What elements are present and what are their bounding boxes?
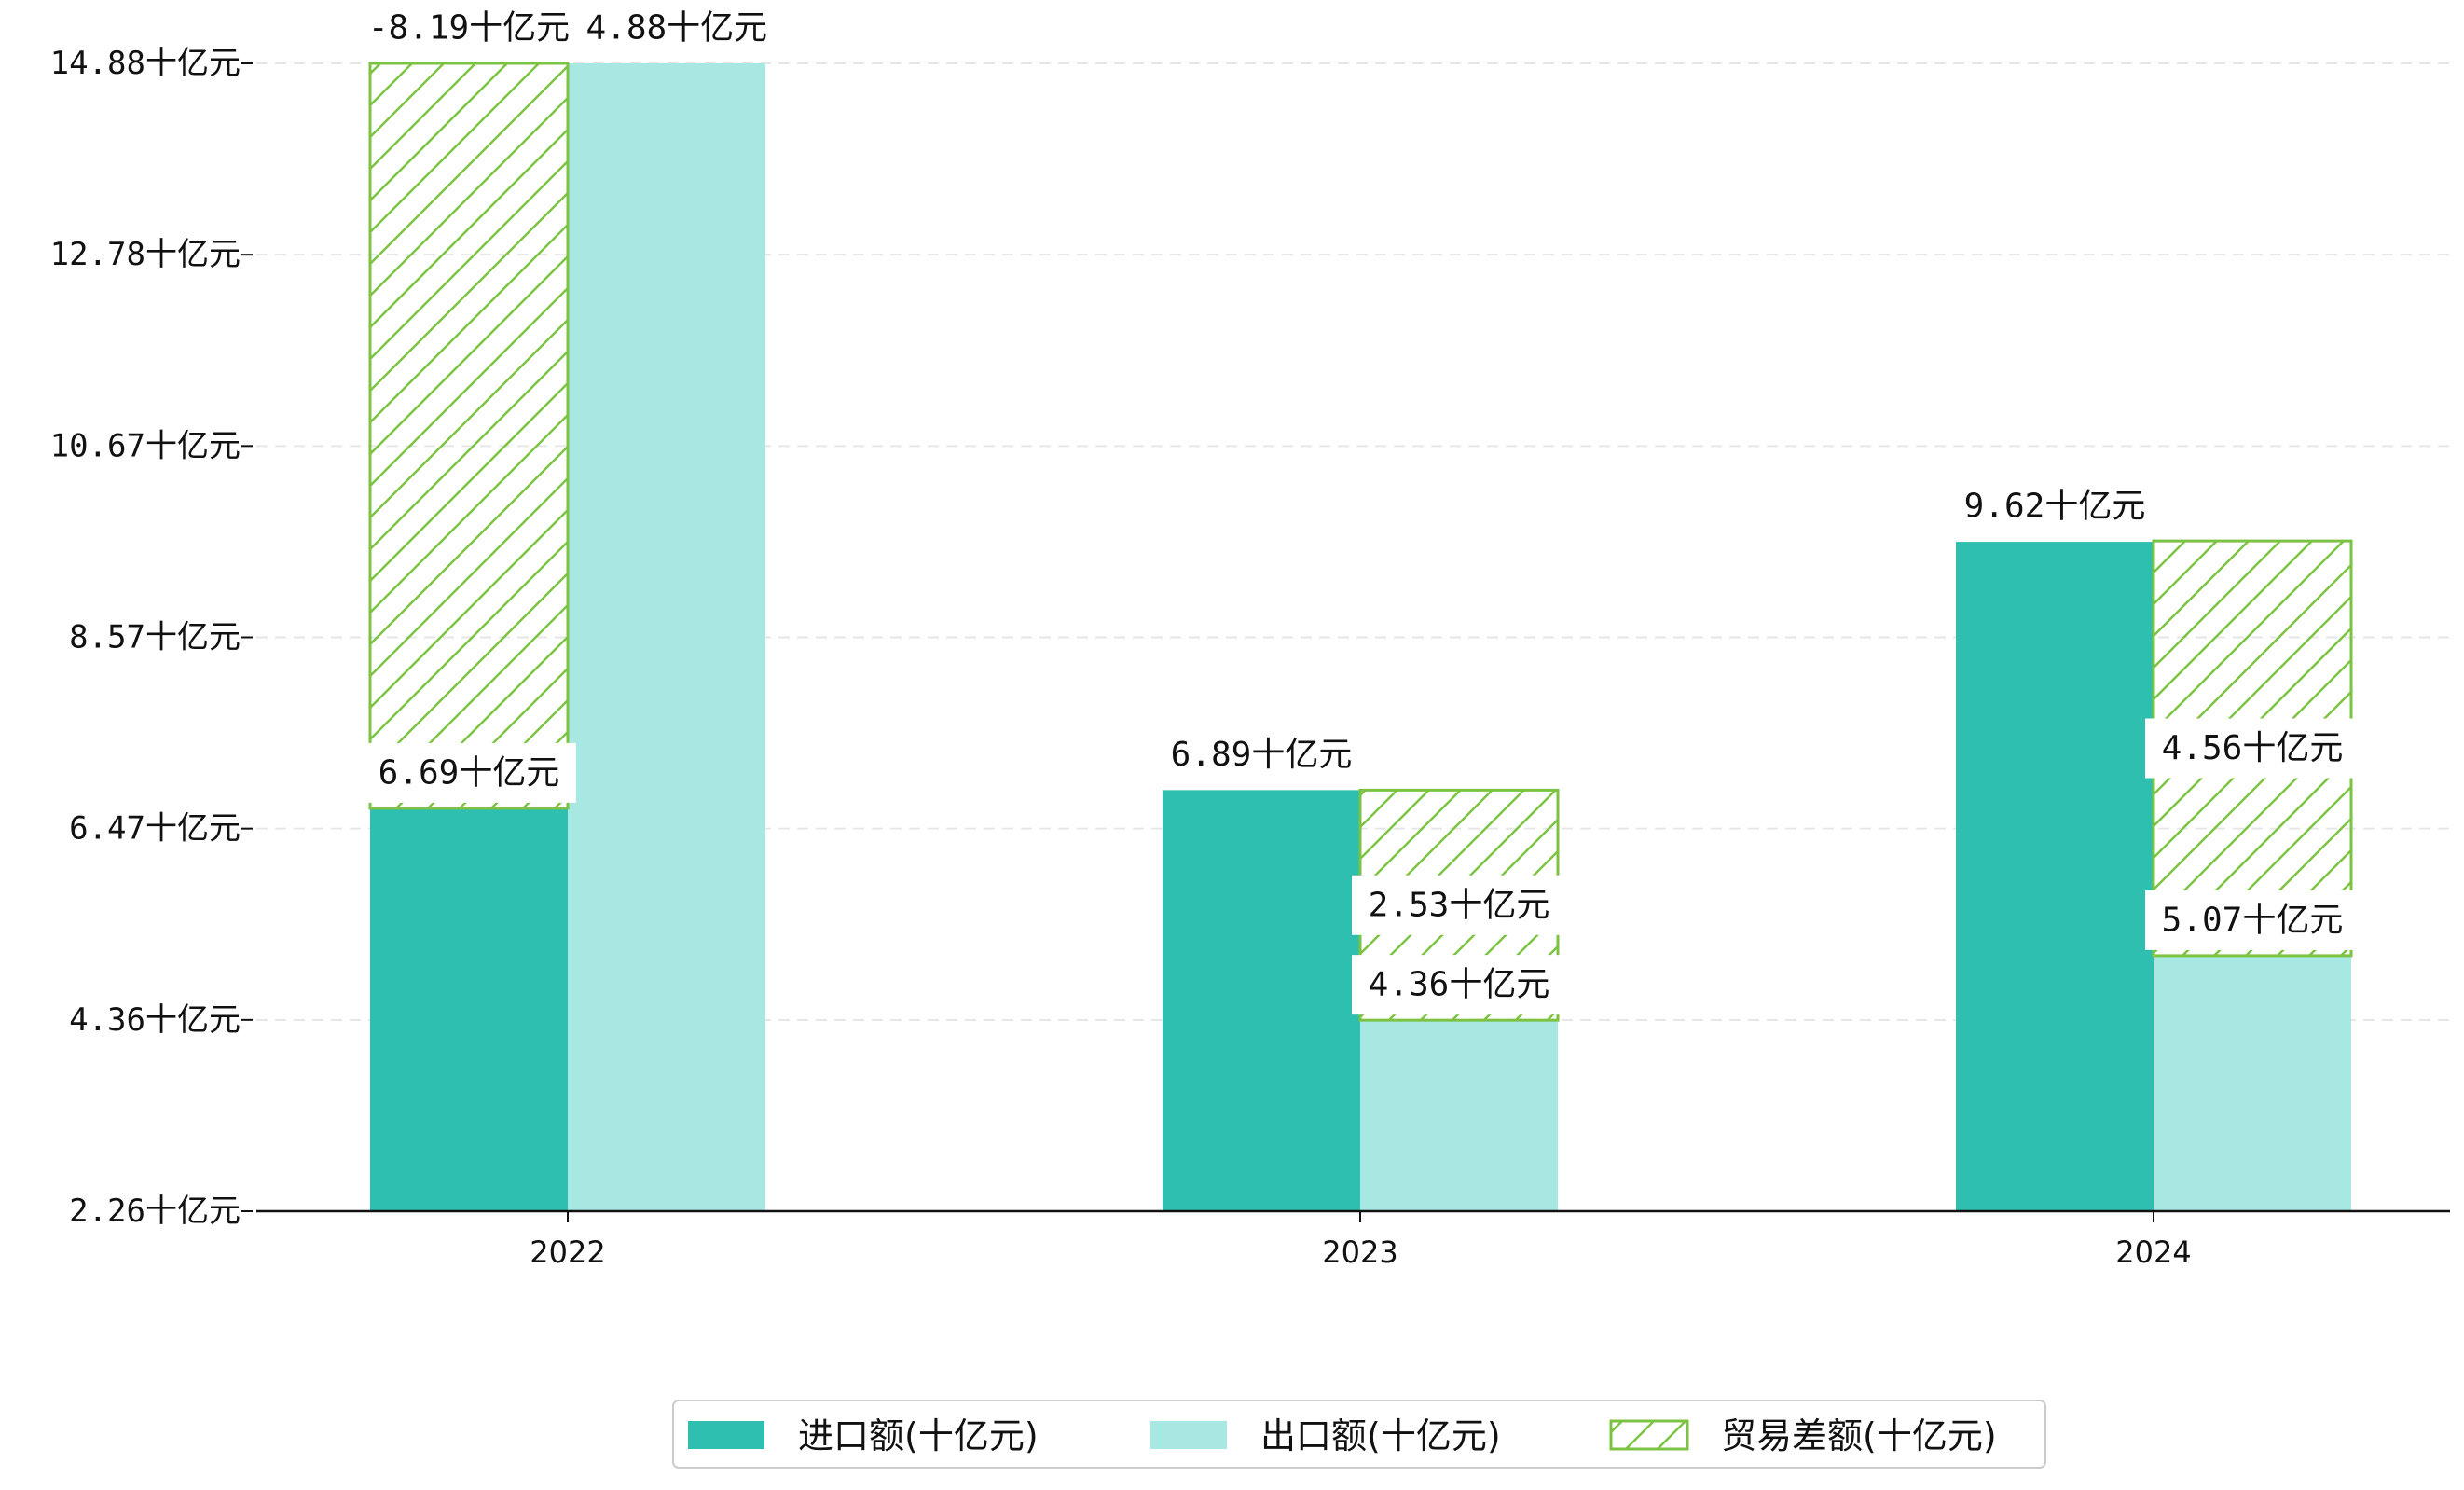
y-tick-label: 2.26十亿元 — [69, 1193, 241, 1230]
data-label-background — [1948, 476, 2162, 537]
data-label-background — [550, 0, 783, 58]
x-tick-label: 2023 — [1322, 1235, 1397, 1270]
legend-swatch-export — [1150, 1421, 1227, 1449]
bars — [368, 62, 2353, 1211]
data-label-background — [352, 0, 585, 59]
import-bar — [370, 807, 568, 1211]
data-label-background — [362, 742, 576, 803]
legend-label: 贸易差额(十亿元) — [1721, 1415, 1997, 1456]
import-bar — [1163, 790, 1360, 1211]
data-label: 14.88十亿元 — [566, 9, 767, 48]
data-label-background — [1352, 955, 1566, 1015]
data-label: 4.36十亿元 — [1369, 966, 1550, 1004]
export-bar — [2154, 955, 2351, 1211]
export-bar — [568, 63, 765, 1211]
data-label-background — [2145, 890, 2360, 950]
data-label-background — [1352, 875, 1566, 935]
balance-bar — [368, 62, 570, 810]
y-tick-label: 14.88十亿元 — [50, 45, 241, 82]
x-tick-label: 2024 — [2115, 1235, 2191, 1270]
y-tick-label: 6.47十亿元 — [69, 810, 241, 848]
export-bar — [1360, 1020, 1558, 1211]
data-label: 9.62十亿元 — [1964, 488, 2146, 526]
data-label: 4.56十亿元 — [2162, 729, 2344, 767]
data-label-background — [2145, 718, 2360, 779]
data-label: 6.89十亿元 — [1171, 736, 1353, 774]
data-labels: 6.69十亿元 14.88十亿元-8.19十亿元 6.89十亿元 4.36十亿元 2.5… — [352, 0, 2360, 1015]
data-label-background — [1154, 724, 1369, 785]
y-tick-label: 4.36十亿元 — [69, 1001, 241, 1039]
legend-swatch-balance — [1609, 1419, 1689, 1451]
y-tick-label: 12.78十亿元 — [50, 236, 241, 273]
legend-swatch-import — [688, 1421, 764, 1449]
x-tick-label: 2022 — [530, 1235, 605, 1270]
y-tick-label: 8.57十亿元 — [69, 619, 241, 656]
legend: 进口额(十亿元) 出口额(十亿元) 贸易差额(十亿元) — [672, 1400, 2046, 1469]
data-label: 6.69十亿元 — [379, 753, 560, 792]
data-label: -8.19十亿元 — [368, 9, 570, 48]
y-tick-label: 10.67十亿元 — [50, 427, 241, 464]
legend-box — [672, 1400, 2046, 1469]
data-label: 5.07十亿元 — [2162, 901, 2344, 939]
data-label: 2.53十亿元 — [1369, 886, 1550, 924]
axes: 2.26十亿元 4.36十亿元 6.47十亿元 8.57十亿元 10.67十亿元 12.7… — [50, 45, 2450, 1270]
import-bar — [1956, 542, 2154, 1211]
legend-label: 进口额(十亿元) — [798, 1415, 1039, 1456]
legend-label: 出口额(十亿元) — [1260, 1415, 1501, 1456]
